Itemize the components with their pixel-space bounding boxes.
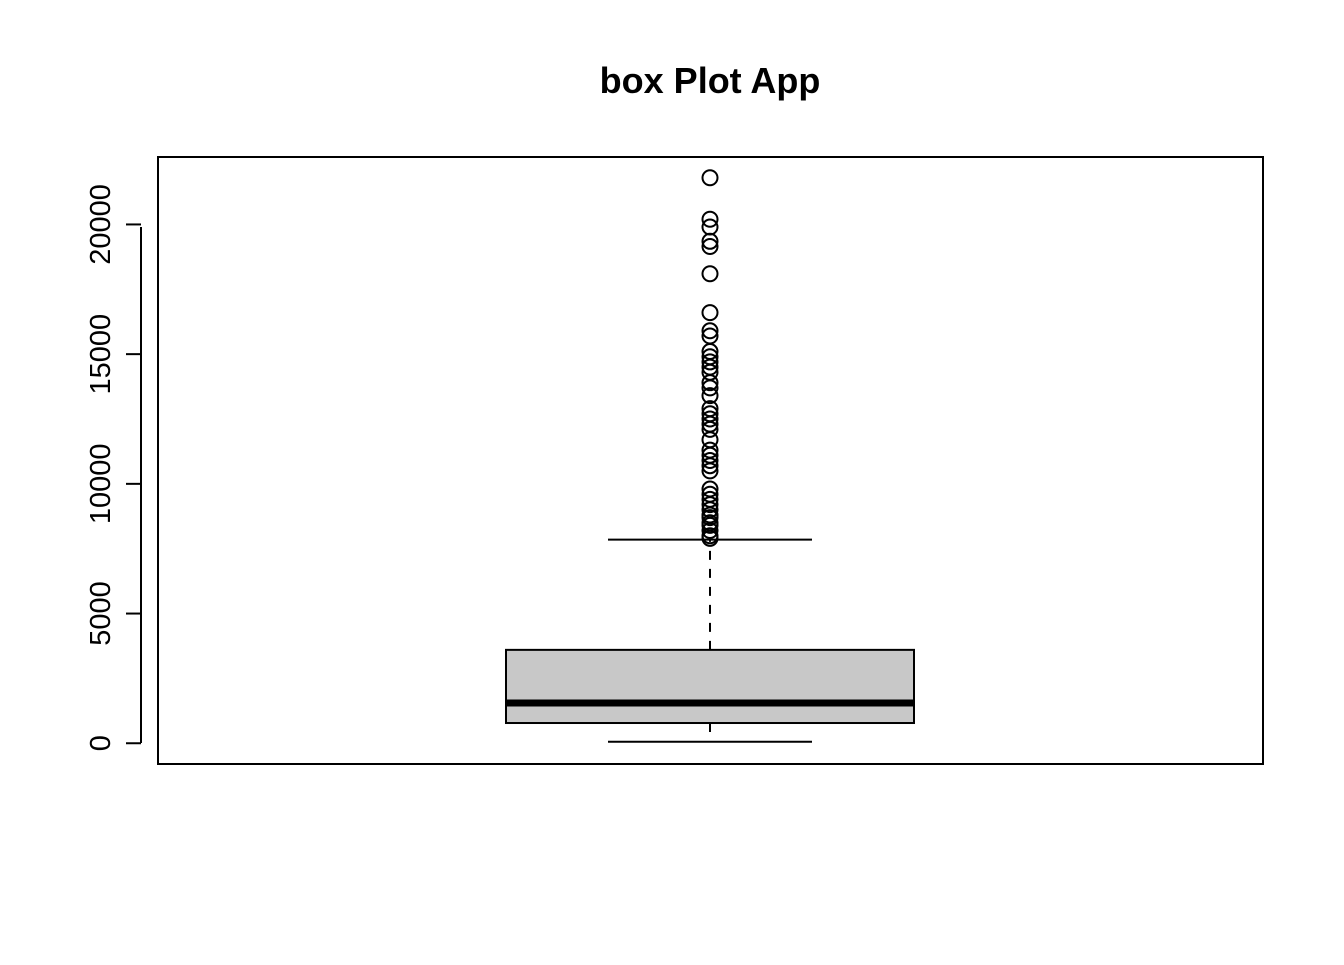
y-tick-label: 5000 bbox=[85, 581, 117, 646]
outlier-point bbox=[701, 387, 719, 405]
y-tick-label: 10000 bbox=[85, 444, 117, 525]
plot-frame bbox=[157, 156, 1264, 765]
outlier-point bbox=[701, 322, 719, 340]
y-axis-ticks: 0 5000 10000 15000 20000 bbox=[85, 184, 141, 751]
outlier-point bbox=[701, 452, 719, 469]
outlier-point bbox=[701, 522, 719, 540]
interquartile-box bbox=[505, 648, 915, 725]
y-tick-label: 0 bbox=[85, 735, 117, 751]
outlier-point bbox=[701, 516, 719, 534]
chart-title: box Plot App bbox=[600, 60, 821, 101]
outlier-point bbox=[701, 457, 719, 475]
outlier-point bbox=[701, 420, 719, 438]
outlier-point bbox=[701, 509, 719, 527]
outlier-point bbox=[701, 374, 719, 392]
y-tick-label: 20000 bbox=[85, 184, 117, 265]
box-plot bbox=[505, 538, 915, 743]
outlier-point bbox=[701, 210, 719, 228]
outlier-point bbox=[701, 529, 719, 547]
outlier-point bbox=[701, 353, 719, 371]
outlier-point bbox=[701, 304, 719, 322]
outliers bbox=[701, 169, 719, 547]
outlier-point bbox=[701, 496, 719, 514]
outlier-point bbox=[701, 265, 719, 283]
outlier-point bbox=[701, 232, 719, 250]
outlier-point bbox=[701, 462, 719, 480]
outlier-point bbox=[701, 410, 719, 428]
outlier-point bbox=[701, 237, 719, 255]
outlier-point bbox=[701, 379, 719, 397]
y-tick-label: 15000 bbox=[85, 314, 117, 395]
outlier-point bbox=[701, 169, 719, 187]
